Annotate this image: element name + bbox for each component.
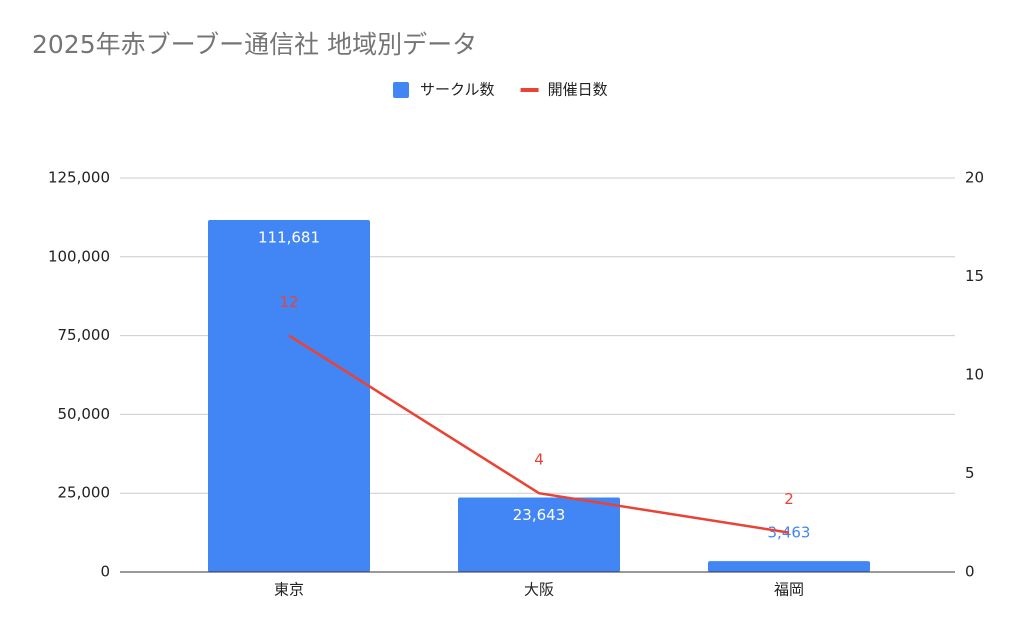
bar [708, 561, 870, 572]
line-value-label: 4 [534, 451, 544, 469]
line-value-label: 2 [784, 490, 794, 508]
y2-tick-label: 0 [965, 563, 975, 581]
y-tick-label: 50,000 [58, 405, 111, 423]
x-tick-label: 福岡 [774, 581, 804, 599]
legend-label: 開催日数 [548, 81, 608, 99]
chart-title: 2025年赤ブーブー通信社 地域別データ [32, 30, 477, 59]
y-tick-label: 100,000 [48, 247, 110, 265]
bar [208, 219, 370, 572]
y2-tick-label: 20 [965, 169, 984, 187]
bar [458, 497, 620, 572]
y2-tick-label: 10 [965, 366, 984, 384]
x-tick-label: 東京 [274, 581, 304, 599]
line [288, 334, 790, 534]
y-tick-label: 75,000 [58, 326, 111, 344]
bar-value-label: 111,681 [258, 228, 320, 246]
y2-tick-label: 15 [965, 267, 984, 285]
y2-tick-label: 5 [965, 464, 975, 482]
legend-swatch [520, 88, 539, 92]
y-tick-label: 25,000 [58, 484, 111, 502]
y-tick-label: 0 [100, 563, 110, 581]
bar-value-label: 23,643 [513, 506, 566, 524]
line-value-label: 12 [279, 293, 298, 311]
x-tick-label: 大阪 [524, 581, 554, 599]
legend-label: サークル数 [420, 81, 495, 99]
legend-swatch [393, 82, 409, 98]
y-tick-label: 125,000 [48, 169, 110, 187]
